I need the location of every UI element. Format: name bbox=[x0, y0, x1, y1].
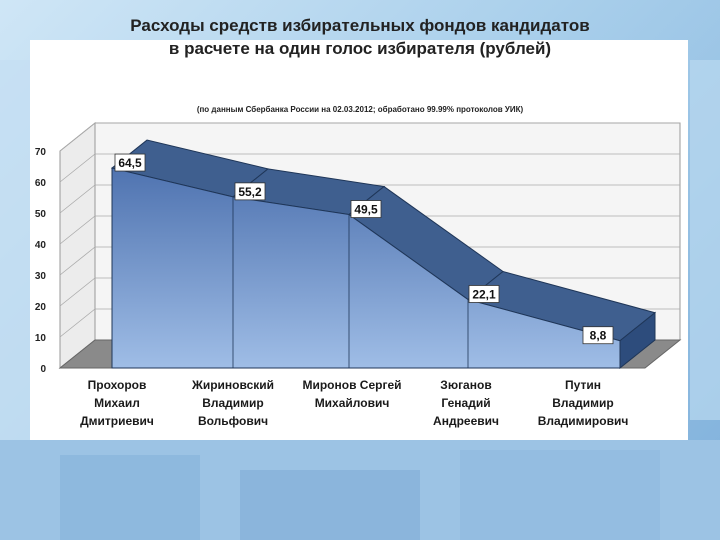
gridline bbox=[59, 122, 680, 152]
data-label: 49,5 bbox=[354, 203, 378, 217]
y-tick-label: 10 bbox=[35, 333, 47, 344]
y-tick-label: 20 bbox=[35, 302, 47, 313]
data-label: 55,2 bbox=[238, 185, 262, 199]
y-tick-label: 0 bbox=[40, 364, 46, 375]
chart-title-line1: Расходы средств избирательных фондов кан… bbox=[130, 16, 590, 35]
gridline bbox=[59, 246, 680, 276]
y-tick-label: 40 bbox=[35, 240, 47, 251]
data-label: 22,1 bbox=[472, 287, 496, 301]
y-tick-label: 60 bbox=[35, 178, 47, 189]
x-tick-label: Генадий bbox=[441, 396, 490, 410]
x-tick-label: Андреевич bbox=[433, 414, 499, 428]
data-label-box bbox=[582, 326, 614, 345]
data-label: 8,8 bbox=[590, 329, 607, 343]
data-label-box bbox=[234, 182, 266, 201]
y-tick-label: 50 bbox=[35, 209, 47, 220]
area-front-face bbox=[111, 167, 621, 369]
data-label-box bbox=[114, 153, 146, 172]
x-tick-label: Вольфович bbox=[198, 414, 268, 428]
side-wall bbox=[59, 121, 96, 370]
x-tick-label: Жириновский bbox=[191, 378, 274, 392]
data-label-box bbox=[350, 200, 382, 218]
chart-subtitle: (по данным Сбербанка России на 02.03.201… bbox=[196, 105, 524, 114]
gridline bbox=[59, 215, 680, 245]
x-tick-label: Миронов Сергей bbox=[302, 378, 401, 392]
chart-title: Расходы средств избирательных фондов кан… bbox=[0, 14, 720, 60]
x-tick-label: Владимир bbox=[202, 396, 264, 410]
y-tick-label: 70 bbox=[35, 147, 47, 158]
x-tick-label: Владимирович bbox=[538, 414, 629, 428]
x-tick-label: Путин bbox=[565, 378, 601, 392]
y-tick-label: 30 bbox=[35, 271, 47, 282]
x-tick-label: Зюганов bbox=[440, 378, 491, 392]
x-tick-label: Прохоров bbox=[88, 378, 147, 392]
x-tick-label: Дмитриевич bbox=[80, 414, 154, 428]
x-tick-label: Михаил bbox=[94, 396, 140, 410]
x-tick-label: Владимир bbox=[552, 396, 614, 410]
data-label-box bbox=[468, 285, 500, 303]
gridline bbox=[59, 184, 680, 214]
gridline bbox=[59, 153, 680, 183]
data-label: 64,5 bbox=[118, 156, 142, 170]
chart-title-line2: в расчете на один голос избирателя (рубл… bbox=[168, 39, 552, 58]
x-tick-label: Михайлович bbox=[315, 396, 390, 410]
